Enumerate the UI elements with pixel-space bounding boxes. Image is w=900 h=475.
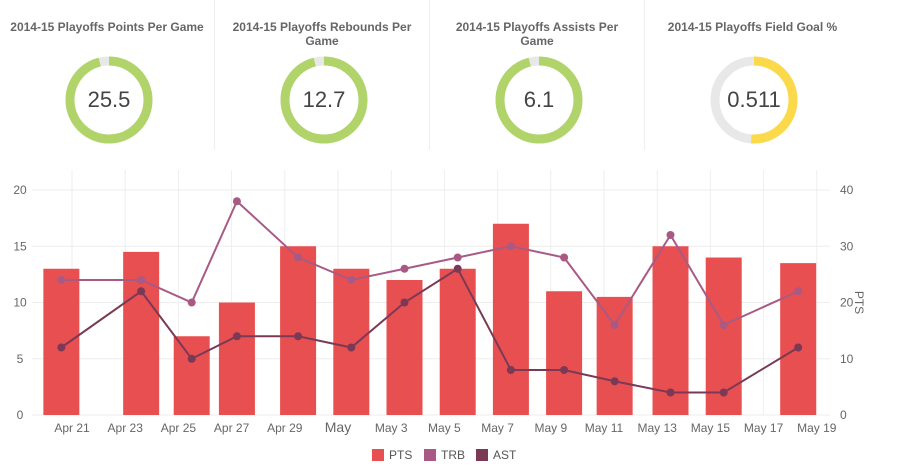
pts-bar[interactable] (43, 268, 80, 415)
ast-point[interactable] (347, 343, 356, 352)
right-tick-label: 0 (840, 408, 847, 422)
pts-bar[interactable] (280, 246, 317, 415)
gauge-title: 2014-15 Playoffs Points Per Game (10, 20, 204, 34)
right-axis-label: PTS (852, 291, 866, 314)
x-tick-label: May 17 (744, 421, 784, 435)
donut-gauge (280, 56, 368, 144)
x-tick-label: May 15 (691, 421, 731, 435)
ast-point[interactable] (187, 354, 196, 363)
x-tick-label: Apr 21 (54, 421, 90, 435)
gauge-card: 2014-15 Playoffs Rebounds Per Game 12.7 (215, 0, 430, 150)
legend-swatch (424, 449, 436, 461)
pts-bar[interactable] (596, 296, 633, 415)
ast-point[interactable] (506, 366, 515, 374)
x-tick-label: May 19 (797, 421, 837, 435)
right-tick-label: 20 (840, 296, 854, 310)
x-tick-label: Apr 27 (214, 421, 250, 435)
legend-label[interactable]: AST (493, 448, 517, 462)
x-tick-label: May 3 (375, 421, 408, 435)
trb-point[interactable] (137, 276, 146, 284)
gauge-card: 2014-15 Playoffs Field Goal % 0.511 (645, 0, 860, 150)
gauge-title: 2014-15 Playoffs Field Goal % (667, 20, 838, 34)
trb-point[interactable] (400, 264, 409, 273)
trb-point[interactable] (347, 276, 356, 284)
gauge-card: 2014-15 Playoffs Assists Per Game 6.1 (430, 0, 645, 150)
ast-point[interactable] (719, 388, 728, 397)
gauge-row: 2014-15 Playoffs Points Per Game 25.5 20… (0, 0, 880, 150)
gauge-title: 2014-15 Playoffs Rebounds Per Game (232, 20, 412, 48)
trb-point[interactable] (187, 298, 196, 307)
ast-point[interactable] (560, 366, 569, 374)
trb-point[interactable] (666, 231, 675, 239)
trb-point[interactable] (610, 321, 619, 329)
pts-bar[interactable] (333, 268, 370, 415)
trb-point[interactable] (232, 197, 241, 206)
x-tick-label: May 11 (585, 421, 624, 435)
legend-swatch (476, 449, 488, 461)
stats-chart: 0 5 10 15 20 0 10 20 30 40 Apr 21 Apr 23 Apr 25 Apr 2… (13, 170, 866, 462)
left-tick-label: 20 (13, 183, 27, 197)
ast-point[interactable] (57, 343, 66, 352)
gauge-value: 12.7 (302, 87, 346, 112)
gauge-value: 6.1 (523, 87, 555, 112)
pts-bar[interactable] (173, 336, 210, 415)
pts-bar[interactable] (546, 291, 583, 415)
legend-label[interactable]: TRB (441, 448, 465, 462)
gauge-value: 0.511 (727, 87, 781, 112)
x-tick-label: Apr 23 (108, 421, 144, 435)
left-tick-label: 15 (13, 239, 27, 253)
ast-point[interactable] (232, 332, 241, 341)
x-tick-label: May (325, 419, 351, 435)
right-tick-label: 10 (840, 352, 854, 366)
x-tick-label: May 7 (481, 421, 514, 435)
legend-label[interactable]: PTS (389, 448, 412, 462)
gauge-fill (280, 56, 368, 144)
ast-point[interactable] (400, 298, 409, 307)
gauge-fill (710, 56, 798, 144)
ast-point[interactable] (453, 264, 462, 273)
left-tick-label: 10 (13, 296, 27, 310)
gauge-card: 2014-15 Playoffs Points Per Game 25.5 (0, 0, 215, 150)
ast-point[interactable] (294, 332, 303, 341)
left-tick-label: 5 (17, 352, 24, 366)
right-tick-label: 30 (840, 239, 854, 253)
gauge-title: 2014-15 Playoffs Assists Per Game (455, 20, 619, 48)
x-tick-label: May 13 (638, 421, 678, 435)
ast-point[interactable] (137, 287, 146, 296)
trb-point[interactable] (560, 253, 569, 262)
x-tick-label: Apr 25 (161, 421, 197, 435)
pts-bar[interactable] (780, 263, 817, 415)
donut-gauge (495, 56, 583, 144)
pts-bar[interactable] (652, 246, 689, 415)
gauge-fill (495, 56, 583, 144)
ast-point[interactable] (666, 388, 675, 397)
trb-point[interactable] (453, 253, 462, 262)
pts-bar[interactable] (218, 302, 255, 416)
right-tick-label: 40 (840, 183, 854, 197)
pts-bar[interactable] (492, 223, 529, 415)
trb-point[interactable] (719, 321, 728, 329)
trb-point[interactable] (794, 287, 803, 296)
donut-gauge (710, 56, 798, 144)
ast-point[interactable] (610, 377, 619, 386)
gauge-fill (65, 56, 153, 144)
donut-gauge (65, 56, 153, 144)
gauge-value: 25.5 (87, 87, 131, 112)
left-tick-label: 0 (17, 408, 24, 422)
x-tick-label: May 9 (534, 421, 567, 435)
trb-line (61, 199, 799, 327)
ast-point[interactable] (794, 343, 803, 352)
trb-point[interactable] (506, 242, 515, 251)
legend-swatch (372, 449, 384, 461)
ast-line (60, 267, 799, 394)
x-tick-label: May 5 (428, 421, 461, 435)
x-tick-label: Apr 29 (267, 421, 303, 435)
trb-point[interactable] (57, 276, 66, 284)
trb-point[interactable] (294, 253, 303, 262)
